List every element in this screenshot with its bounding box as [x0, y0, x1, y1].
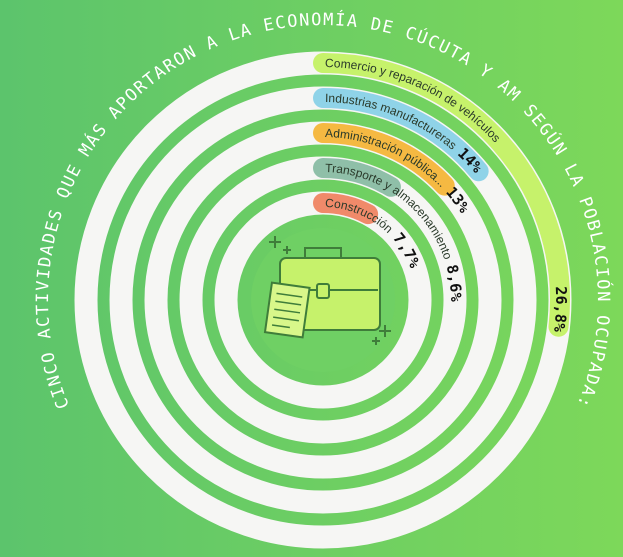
value-label: 26,8%	[550, 286, 570, 333]
bar-arc	[313, 193, 379, 225]
bar-arc	[313, 123, 455, 196]
bar-arc	[313, 88, 489, 182]
bar-arc	[313, 53, 570, 337]
briefcase-icon	[263, 236, 391, 345]
value-text: 26,8%	[550, 286, 570, 333]
bar-arc	[313, 158, 401, 197]
rings: Comercio y reparación de vehículos26,8%I…	[74, 51, 572, 549]
